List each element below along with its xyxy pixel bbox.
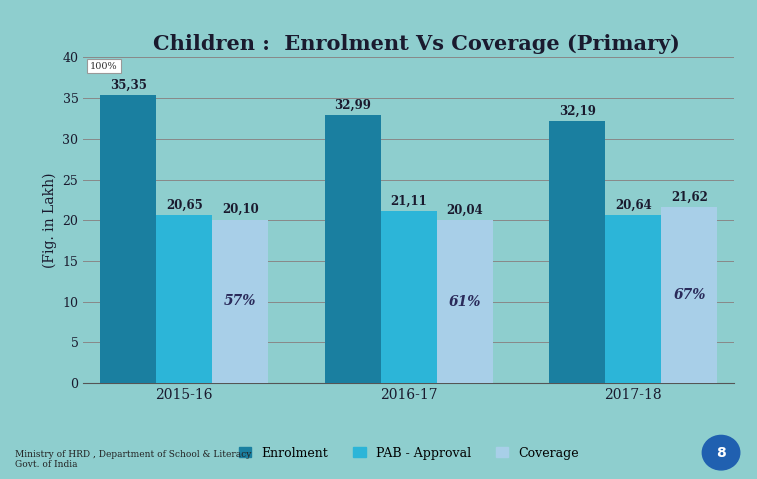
Bar [381, 211, 437, 383]
Text: 21,11: 21,11 [391, 195, 427, 208]
Text: Children :  Enrolment Vs Coverage (Primary): Children : Enrolment Vs Coverage (Primar… [153, 34, 680, 54]
Text: 32,99: 32,99 [335, 98, 371, 111]
Text: 67%: 67% [673, 288, 706, 302]
Bar [605, 215, 662, 383]
Bar [213, 219, 269, 383]
Text: 20,65: 20,65 [166, 199, 203, 212]
Bar [437, 220, 493, 383]
Text: 61%: 61% [449, 295, 481, 308]
Bar [549, 121, 605, 383]
Text: 21,62: 21,62 [671, 191, 708, 204]
Bar [325, 114, 381, 383]
Text: 8: 8 [716, 445, 726, 460]
Text: 20,10: 20,10 [222, 203, 259, 217]
Bar [100, 95, 156, 383]
Text: 20,64: 20,64 [615, 199, 652, 212]
Y-axis label: (Fig. in Lakh): (Fig. in Lakh) [42, 172, 57, 268]
Text: 35,35: 35,35 [110, 79, 147, 92]
Text: Ministry of HRD , Department of School & Literacy
Govt. of India: Ministry of HRD , Department of School &… [15, 450, 251, 469]
Text: 32,19: 32,19 [559, 105, 596, 118]
Bar [156, 215, 213, 383]
Text: 20,04: 20,04 [447, 204, 483, 217]
Text: 57%: 57% [224, 295, 257, 308]
Circle shape [702, 435, 740, 470]
Legend: Enrolment, PAB - Approval, Coverage: Enrolment, PAB - Approval, Coverage [234, 442, 584, 465]
Bar [662, 207, 718, 383]
Text: 100%: 100% [90, 62, 117, 70]
